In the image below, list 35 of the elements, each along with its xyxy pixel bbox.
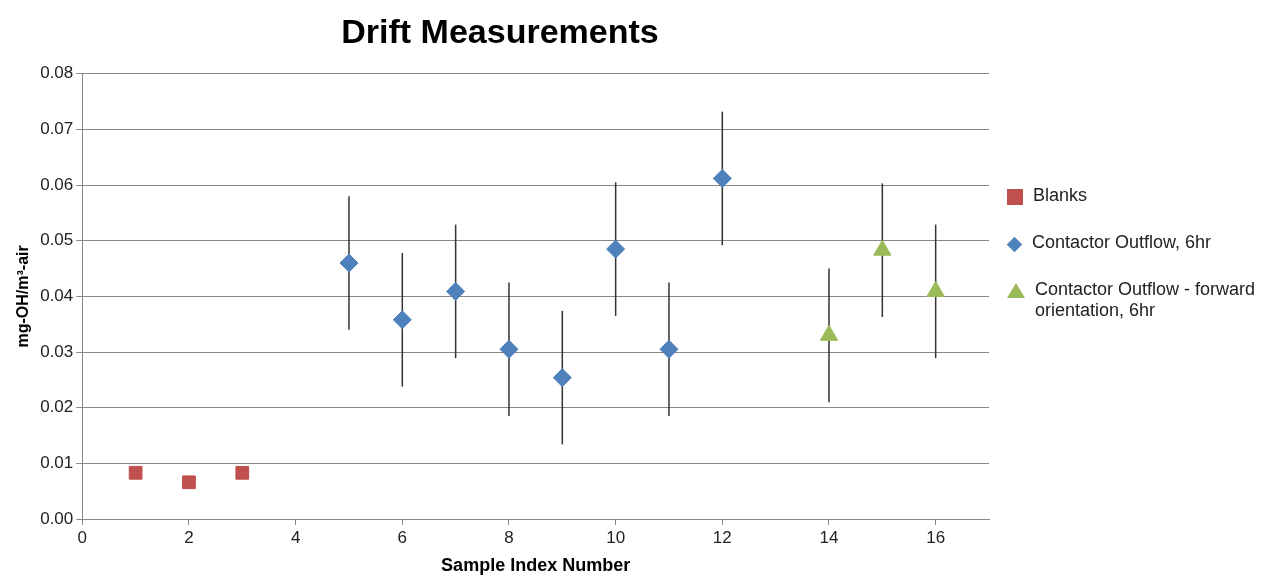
y-tick-label: 0.07	[40, 119, 74, 139]
x-tick-label: 8	[504, 527, 514, 547]
y-tick-label: 0.01	[40, 453, 74, 473]
y-tick-label: 0.04	[40, 286, 74, 306]
x-tick-label: 10	[606, 527, 626, 547]
point	[128, 465, 143, 480]
x-tick-label: 12	[712, 527, 732, 547]
chart-title: Drift Measurements	[341, 11, 659, 50]
x-axis-title: Sample Index Number	[441, 555, 631, 576]
x-tick-label: 2	[184, 527, 194, 547]
legend-label: Blanks	[1033, 185, 1088, 206]
x-tick-label: 0	[77, 527, 88, 547]
point	[606, 239, 626, 259]
x-tick-label: 16	[926, 527, 946, 547]
x-tick-label: 14	[819, 527, 839, 547]
y-tick-label: 0.08	[40, 63, 74, 83]
x-tick-label: 4	[290, 527, 301, 547]
point	[392, 310, 412, 330]
point	[552, 368, 572, 388]
y-axis-title: mg-OH/m³-air	[14, 245, 32, 348]
y-tick-label: 0.00	[40, 508, 74, 528]
legend-label: Contactor Outflow - forward orientation, 6hr	[1035, 279, 1257, 321]
y-tick-label: 0.06	[40, 174, 74, 194]
y-tick-label: 0.03	[40, 341, 74, 361]
point	[659, 339, 679, 359]
point	[499, 339, 519, 359]
legend-label: Contactor Outflow, 6hr	[1032, 232, 1212, 253]
x-tick-label: 6	[397, 527, 408, 547]
y-tick-label: 0.02	[40, 397, 74, 417]
point	[712, 168, 732, 188]
y-tick-label: 0.05	[40, 230, 74, 250]
point	[339, 253, 359, 273]
point	[235, 465, 250, 480]
point	[182, 475, 196, 490]
point	[446, 281, 466, 301]
